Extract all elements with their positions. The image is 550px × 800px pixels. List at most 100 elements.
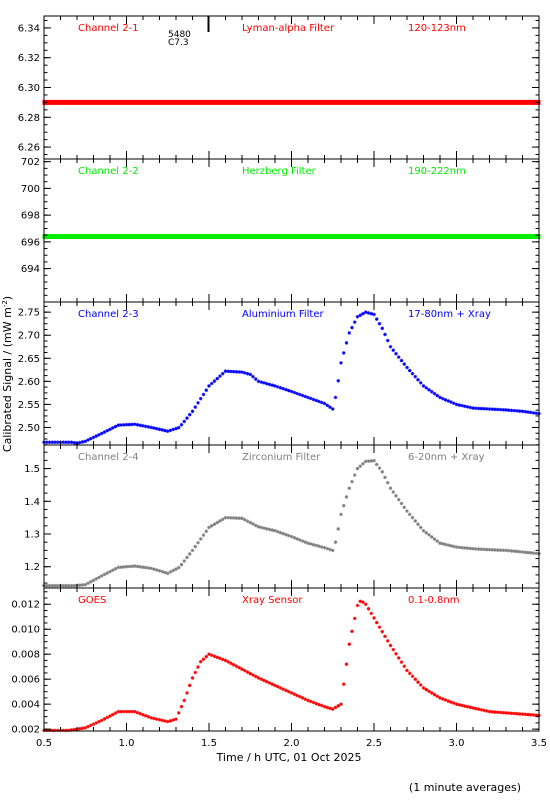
data-point <box>72 99 76 105</box>
y-tick-label: 2.50 <box>18 423 40 434</box>
data-point <box>165 571 170 576</box>
data-point <box>521 234 524 240</box>
data-point <box>196 401 200 405</box>
data-point <box>243 99 247 105</box>
data-point <box>209 653 214 658</box>
data-point <box>209 524 214 528</box>
data-point <box>177 234 181 240</box>
data-point <box>534 411 539 416</box>
data-point <box>427 387 431 392</box>
data-point <box>400 99 403 105</box>
data-point <box>103 99 106 105</box>
data-point <box>138 423 143 428</box>
data-point <box>325 99 329 105</box>
data-point <box>485 99 489 105</box>
panel-label: Aluminium Filter <box>242 309 325 320</box>
data-point <box>237 665 242 670</box>
data-point <box>484 547 489 552</box>
data-point <box>507 234 511 240</box>
y-axis-label-group: Calibrated Signal / (mW m-2) <box>1 296 14 452</box>
data-point <box>374 620 379 625</box>
data-point <box>56 99 60 105</box>
data-point <box>213 99 216 105</box>
data-point <box>100 99 104 105</box>
data-point <box>212 522 217 526</box>
data-point <box>341 682 346 686</box>
data-point <box>287 99 291 105</box>
data-point <box>160 718 165 723</box>
data-point <box>163 719 167 723</box>
x-tick-label: 3.5 <box>531 738 547 749</box>
data-point <box>405 365 409 370</box>
data-point <box>358 234 362 240</box>
data-point <box>264 381 269 386</box>
data-point <box>257 234 260 240</box>
data-point <box>441 99 445 105</box>
data-point <box>350 479 354 484</box>
data-point <box>220 517 225 522</box>
data-point <box>199 234 203 240</box>
data-point <box>193 544 198 549</box>
data-point <box>526 712 530 717</box>
data-point <box>504 711 508 715</box>
data-point <box>363 459 368 464</box>
y-tick-label: 698 <box>21 211 40 222</box>
data-point <box>361 600 365 604</box>
data-point <box>322 704 327 709</box>
data-point <box>146 566 151 570</box>
data-point <box>366 607 371 611</box>
data-point <box>424 531 429 535</box>
panel-label: Channel 2-4 <box>78 452 139 463</box>
data-point <box>347 99 351 105</box>
data-point <box>429 389 434 394</box>
data-point <box>160 234 164 240</box>
data-point <box>292 99 296 105</box>
data-point <box>286 689 291 694</box>
data-point <box>114 99 117 105</box>
data-point <box>496 99 500 105</box>
data-point <box>66 728 71 733</box>
data-point <box>319 703 324 708</box>
data-point <box>369 611 374 616</box>
data-point <box>312 234 315 240</box>
data-point <box>160 99 164 105</box>
data-point <box>246 234 249 240</box>
data-point <box>102 717 107 721</box>
data-point <box>67 234 71 240</box>
data-point <box>418 683 423 687</box>
data-point <box>179 422 184 427</box>
data-point <box>352 320 357 324</box>
data-point <box>262 678 266 683</box>
data-point <box>388 486 393 490</box>
data-point <box>61 234 65 240</box>
y-tick-label: 702 <box>21 157 40 168</box>
data-point <box>50 440 55 445</box>
data-point <box>91 435 96 440</box>
data-point <box>215 376 220 381</box>
data-point <box>391 348 396 353</box>
data-point <box>100 234 104 240</box>
data-point <box>281 386 286 391</box>
data-point <box>479 406 484 411</box>
data-point <box>399 501 404 506</box>
data-point <box>509 711 514 716</box>
data-point <box>275 529 280 534</box>
data-point <box>358 599 363 604</box>
data-point <box>191 234 194 240</box>
data-point <box>391 99 395 105</box>
data-point <box>50 99 54 105</box>
data-point <box>328 547 332 552</box>
data-point <box>526 550 530 555</box>
data-point <box>229 99 233 105</box>
data-point <box>484 407 489 411</box>
data-point <box>235 234 238 240</box>
data-point <box>372 312 376 317</box>
data-point <box>482 234 486 240</box>
data-point <box>284 387 288 392</box>
data-point <box>416 234 420 240</box>
data-point <box>308 699 313 704</box>
data-point <box>193 405 198 409</box>
data-point <box>259 380 264 384</box>
data-point <box>50 583 55 588</box>
